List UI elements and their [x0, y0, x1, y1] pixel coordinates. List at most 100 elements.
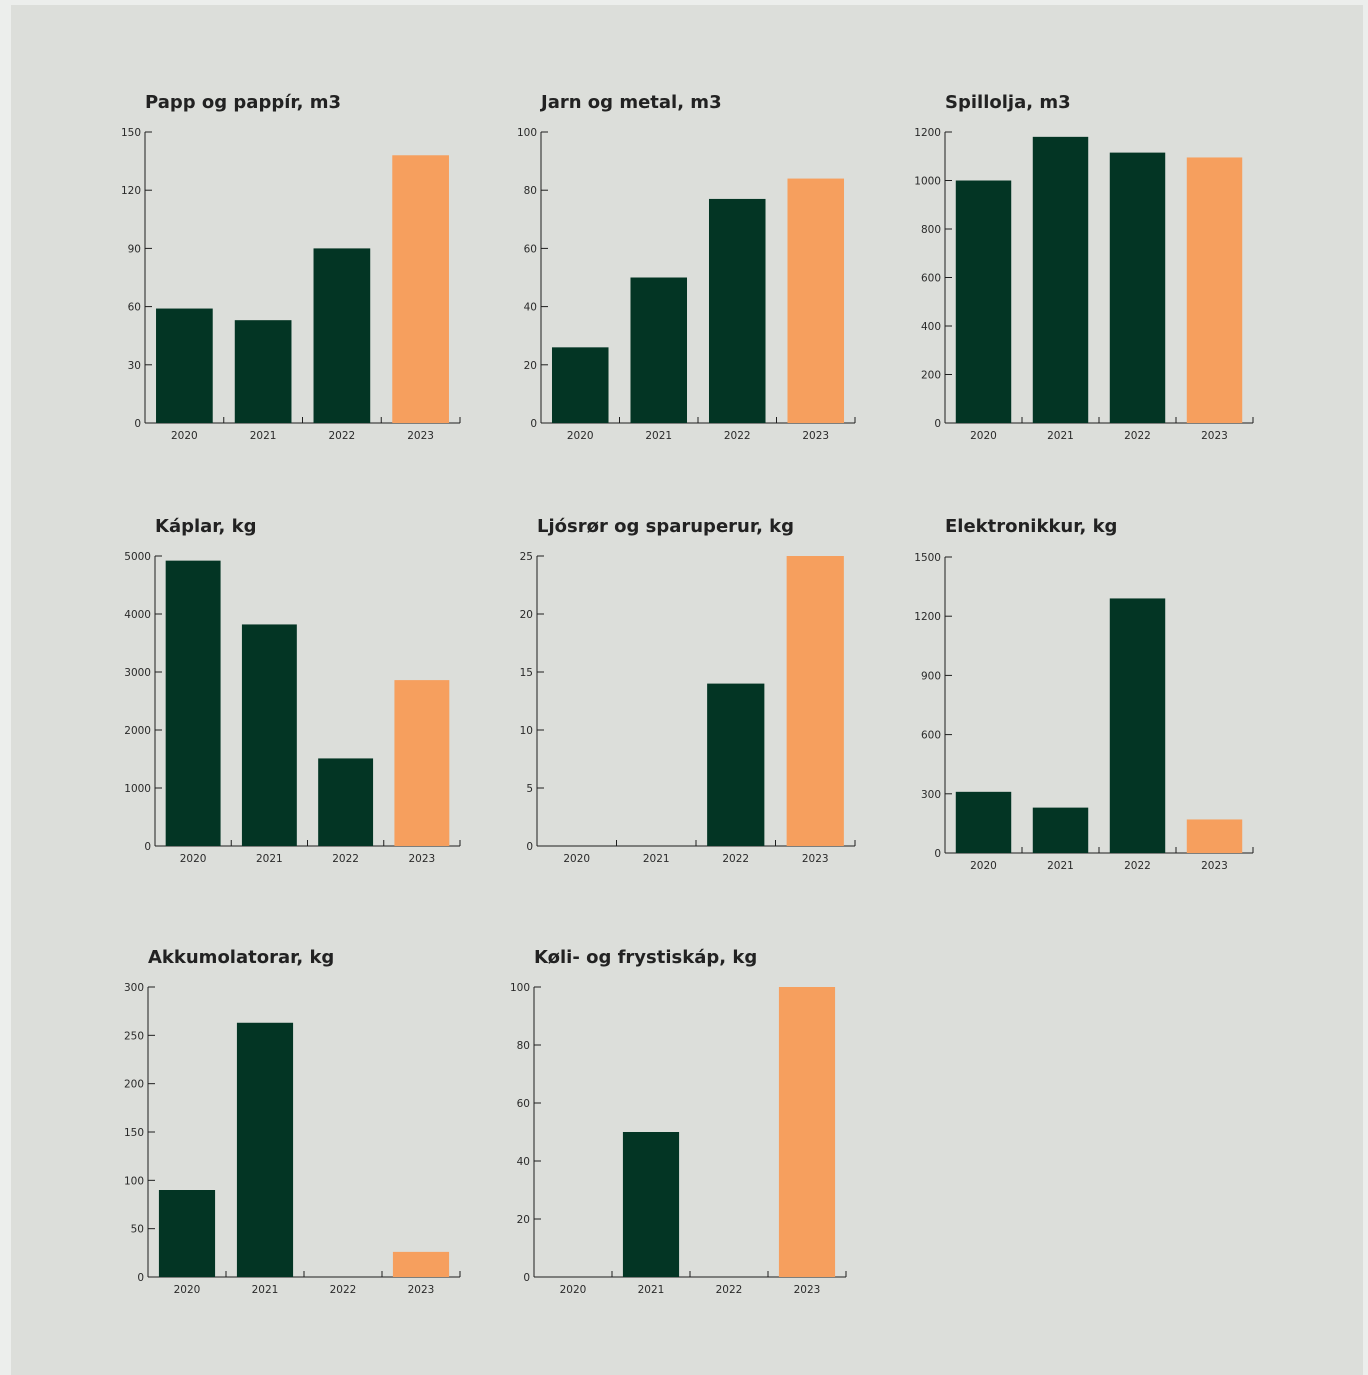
- y-tick-label: 20: [520, 609, 533, 621]
- y-tick-label: 1000: [914, 176, 941, 188]
- chart-5: Ljósrør og sparuperur, kg 0 5 10 15 20 25 2020 2…: [520, 516, 856, 865]
- bar-2022: [1109, 152, 1166, 424]
- x-tick-label: 2021: [638, 1284, 665, 1296]
- x-tick-label: 2023: [802, 853, 829, 865]
- y-tick-label: 200: [921, 370, 941, 382]
- y-tick-label: 800: [921, 224, 941, 236]
- x-tick-label: 2023: [802, 430, 829, 442]
- x-tick-label: 2023: [407, 430, 434, 442]
- x-tick-label: 2023: [409, 853, 436, 865]
- y-tick-label: 0: [137, 1272, 144, 1284]
- bar-2023: [787, 178, 845, 423]
- y-tick-label: 4000: [124, 609, 151, 621]
- y-tick-label: 50: [131, 1224, 144, 1236]
- y-tick-label: 1200: [914, 127, 941, 139]
- bar-2020: [158, 1190, 216, 1277]
- bar-2021: [630, 277, 688, 423]
- x-tick-label: 2022: [724, 430, 751, 442]
- x-tick-label: 2021: [1047, 860, 1074, 872]
- y-tick-label: 30: [128, 360, 141, 372]
- x-tick-label: 2023: [1201, 430, 1228, 442]
- chart-4: Káplar, kg 0 1000 2000 3000 4000 5000 2020 2021 2…: [124, 516, 461, 865]
- y-tick-label: 0: [526, 841, 533, 853]
- y-tick-label: 20: [524, 360, 537, 372]
- y-tick-label: 10: [520, 725, 533, 737]
- x-tick-label: 2021: [643, 853, 670, 865]
- chart-title: Akkumolatorar, kg: [148, 947, 334, 968]
- y-tick-label: 90: [128, 243, 141, 255]
- y-tick-label: 2000: [124, 725, 151, 737]
- x-tick-label: 2021: [252, 1284, 279, 1296]
- y-tick-label: 5: [526, 783, 533, 795]
- y-tick-label: 20: [517, 1214, 530, 1226]
- bar-2021: [1032, 136, 1089, 423]
- bar-2023: [392, 1251, 450, 1277]
- chart-title: Papp og pappír, m3: [145, 92, 341, 113]
- y-tick-label: 900: [921, 670, 941, 682]
- chart-title: Ljósrør og sparuperur, kg: [537, 516, 794, 537]
- y-tick-label: 80: [517, 1040, 530, 1052]
- bar-2021: [234, 320, 292, 423]
- y-tick-label: 0: [144, 841, 151, 853]
- bar-2023: [1186, 157, 1243, 423]
- bar-2021: [1032, 807, 1089, 853]
- y-tick-label: 40: [517, 1156, 530, 1168]
- y-tick-label: 0: [134, 418, 141, 430]
- chart-1: Papp og pappír, m3 0 30 60 90 120 150 2020 2021 2…: [121, 92, 461, 442]
- y-tick-label: 100: [510, 982, 530, 994]
- bar-2023: [1186, 819, 1243, 853]
- x-tick-label: 2020: [970, 430, 997, 442]
- x-tick-label: 2023: [408, 1284, 435, 1296]
- bar-2022: [708, 198, 766, 423]
- y-tick-label: 300: [921, 789, 941, 801]
- chart-title: Káplar, kg: [155, 516, 257, 537]
- x-tick-label: 2022: [1124, 430, 1151, 442]
- y-tick-label: 1000: [124, 783, 151, 795]
- chart-2: Jarn og metal, m3 0 20 40 60 80 100 2020 2021 202…: [517, 92, 856, 442]
- x-tick-label: 2021: [256, 853, 283, 865]
- y-tick-label: 100: [124, 1175, 144, 1187]
- x-tick-label: 2022: [329, 430, 356, 442]
- x-tick-label: 2022: [1124, 860, 1151, 872]
- chart-8: Køli- og frystiskáp, kg 0 20 40 60 80 100 2020 2…: [510, 947, 847, 1296]
- y-tick-label: 0: [523, 1272, 530, 1284]
- x-tick-label: 2020: [567, 430, 594, 442]
- x-tick-label: 2021: [250, 430, 277, 442]
- x-tick-label: 2023: [794, 1284, 821, 1296]
- chart-title: Spillolja, m3: [945, 92, 1071, 113]
- y-tick-label: 1200: [914, 611, 941, 623]
- y-tick-label: 0: [934, 418, 941, 430]
- y-tick-label: 300: [124, 982, 144, 994]
- y-tick-label: 100: [517, 127, 537, 139]
- x-tick-label: 2021: [1047, 430, 1074, 442]
- x-tick-label: 2020: [970, 860, 997, 872]
- chart-title: Elektronikkur, kg: [945, 516, 1117, 537]
- x-tick-label: 2023: [1201, 860, 1228, 872]
- y-tick-label: 600: [921, 273, 941, 285]
- chart-6: Elektronikkur, kg 0 300 600 900 1200 1500 2020 2…: [914, 516, 1254, 872]
- y-tick-label: 0: [934, 848, 941, 860]
- bar-2023: [392, 155, 449, 423]
- y-tick-label: 25: [520, 551, 533, 563]
- bar-2021: [241, 624, 297, 846]
- y-tick-label: 150: [124, 1127, 144, 1139]
- y-tick-label: 120: [121, 185, 141, 197]
- bar-2022: [707, 683, 765, 846]
- chart-title: Jarn og metal, m3: [539, 92, 722, 113]
- bar-2020: [955, 791, 1012, 853]
- x-tick-label: 2020: [560, 1284, 587, 1296]
- chart-title: Køli- og frystiskáp, kg: [534, 947, 757, 968]
- y-tick-label: 0: [530, 418, 537, 430]
- bar-2023: [394, 680, 450, 846]
- chart-3: Spillolja, m3 0 200 400 600 800 1000 1200 2020 20…: [914, 92, 1254, 442]
- bar-2022: [313, 248, 371, 423]
- x-tick-label: 2022: [330, 1284, 357, 1296]
- y-tick-label: 15: [520, 667, 533, 679]
- y-tick-label: 200: [124, 1079, 144, 1091]
- x-tick-label: 2022: [716, 1284, 743, 1296]
- y-tick-label: 600: [921, 730, 941, 742]
- bar-2023: [786, 556, 844, 846]
- x-tick-label: 2021: [645, 430, 672, 442]
- y-tick-label: 1500: [914, 552, 941, 564]
- y-tick-label: 400: [921, 321, 941, 333]
